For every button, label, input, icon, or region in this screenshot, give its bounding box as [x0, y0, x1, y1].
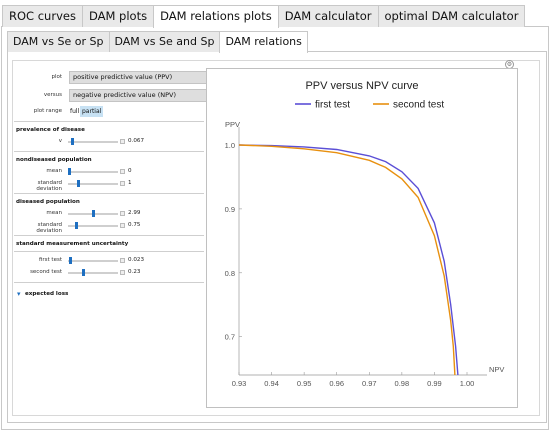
prevalence-label: v — [58, 138, 62, 144]
x-axis-label: NPV — [489, 365, 504, 374]
second-test-label: second test — [30, 269, 62, 275]
expected-loss-label: expected loss — [25, 291, 69, 297]
prevalence-value: 0.067 — [128, 138, 145, 144]
y-tick-label: 1.0 — [225, 141, 235, 150]
divider — [14, 151, 204, 152]
nondiseased-sd-value: 1 — [128, 180, 132, 186]
versus-dropdown[interactable]: negative predictive value (NPV) ▾ — [69, 89, 217, 102]
prevalence-section-title: prevalence of disease — [16, 127, 85, 133]
series-line — [238, 144, 456, 376]
y-tick-label: 0.7 — [225, 333, 235, 342]
series-line — [238, 144, 459, 376]
plus-icon[interactable] — [120, 270, 125, 275]
x-tick-label: 0.96 — [329, 379, 344, 388]
divider — [14, 282, 204, 283]
legend-label: second test — [393, 100, 444, 111]
mean-label: mean — [46, 210, 62, 216]
divider — [14, 121, 204, 122]
x-tick-label: 1.00 — [460, 379, 475, 388]
plus-icon[interactable] — [120, 211, 125, 216]
x-tick-label: 0.99 — [427, 379, 442, 388]
tab-dam-relations-plots[interactable]: DAM relations plots — [153, 5, 279, 28]
slider-thumb[interactable] — [77, 180, 81, 187]
plus-icon[interactable] — [120, 258, 125, 263]
chart-curves — [238, 144, 459, 376]
tab-dam-relations[interactable]: DAM relations — [219, 31, 308, 53]
diseased-sd-slider[interactable] — [68, 222, 118, 229]
range-partial-button[interactable]: partial — [80, 106, 104, 117]
second-test-slider[interactable] — [68, 269, 118, 276]
y-axis-label: PPV — [225, 120, 240, 129]
main-tab-bar: ROC curves DAM plots DAM relations plots… — [2, 5, 526, 28]
plot-range-label: plot range — [33, 108, 62, 114]
chevron-down-icon: ▾ — [17, 290, 21, 298]
tab-roc-curves[interactable]: ROC curves — [2, 5, 83, 27]
legend-label: first test — [315, 100, 350, 111]
tab-optimal-dam-calculator[interactable]: optimal DAM calculator — [377, 5, 526, 27]
x-tick-label: 0.95 — [297, 379, 312, 388]
plus-icon[interactable] — [120, 223, 125, 228]
second-test-value: 0.23 — [128, 269, 141, 275]
range-full-button[interactable]: full — [70, 108, 80, 115]
sd-label: standard deviation — [36, 180, 62, 192]
nondiseased-section-title: nondiseased population — [16, 157, 92, 163]
diseased-mean-value: 2.99 — [128, 210, 141, 216]
sub-tab-bar: DAM vs Se or Sp DAM vs Se and Sp DAM rel… — [7, 31, 308, 53]
chart-legend: first test second test — [295, 100, 444, 111]
uncertainty-section-title: standard measurement uncertainty — [16, 241, 129, 247]
plot-dropdown[interactable]: positive predictive value (PPV) ▾ — [69, 71, 217, 84]
diseased-sd-value: 0.75 — [128, 222, 141, 228]
diseased-section-title: diseased population — [16, 199, 80, 205]
slider-thumb[interactable] — [69, 257, 73, 264]
plot-label: plot — [51, 74, 62, 80]
divider — [14, 251, 204, 252]
chart-axes: 0.93 0.94 0.95 0.96 0.97 0.98 0.99 1.00 0.7 0.8 0.… — [225, 120, 505, 388]
mean-label: mean — [46, 168, 62, 174]
tab-dam-calculator[interactable]: DAM calculator — [277, 5, 379, 27]
plus-icon[interactable] — [120, 169, 125, 174]
divider — [14, 193, 204, 194]
nondiseased-mean-value: 0 — [128, 168, 132, 174]
slider-thumb[interactable] — [71, 138, 75, 145]
nondiseased-sd-slider[interactable] — [68, 180, 118, 187]
tab-dam-plots[interactable]: DAM plots — [81, 5, 155, 27]
slider-thumb[interactable] — [68, 168, 71, 175]
chart-title: PPV versus NPV curve — [305, 80, 418, 92]
plot-dropdown-value: positive predictive value (PPV) — [73, 73, 173, 81]
divider — [14, 235, 204, 236]
slider-thumb[interactable] — [82, 269, 86, 276]
slider-thumb[interactable] — [75, 222, 79, 229]
first-test-slider[interactable] — [68, 257, 118, 264]
slider-thumb[interactable] — [91, 210, 95, 217]
x-tick-label: 0.93 — [232, 379, 247, 388]
y-tick-label: 0.9 — [225, 205, 235, 214]
tab-dam-vs-se-and-sp[interactable]: DAM vs Se and Sp — [108, 31, 221, 52]
versus-dropdown-value: negative predictive value (NPV) — [73, 91, 177, 99]
expected-loss-toggle[interactable]: ▾ expected loss — [14, 290, 204, 300]
first-test-label: first test — [38, 257, 62, 263]
versus-label: versus — [43, 92, 62, 98]
y-tick-label: 0.8 — [225, 269, 235, 278]
sd-label: standard deviation — [36, 222, 62, 234]
nondiseased-mean-slider[interactable] — [68, 168, 118, 175]
plus-icon[interactable] — [120, 139, 125, 144]
plus-icon[interactable] — [120, 181, 125, 186]
first-test-value: 0.023 — [128, 257, 145, 263]
x-tick-label: 0.97 — [362, 379, 377, 388]
diseased-mean-slider[interactable] — [68, 210, 118, 217]
plot-frame: PPV versus NPV curve first test second te… — [206, 68, 518, 408]
ppv-npv-chart: PPV versus NPV curve first test second te… — [225, 80, 505, 388]
x-tick-label: 0.94 — [264, 379, 279, 388]
tab-dam-vs-se-or-sp[interactable]: DAM vs Se or Sp — [7, 31, 110, 52]
prevalence-slider[interactable] — [68, 138, 118, 145]
x-tick-label: 0.98 — [395, 379, 410, 388]
